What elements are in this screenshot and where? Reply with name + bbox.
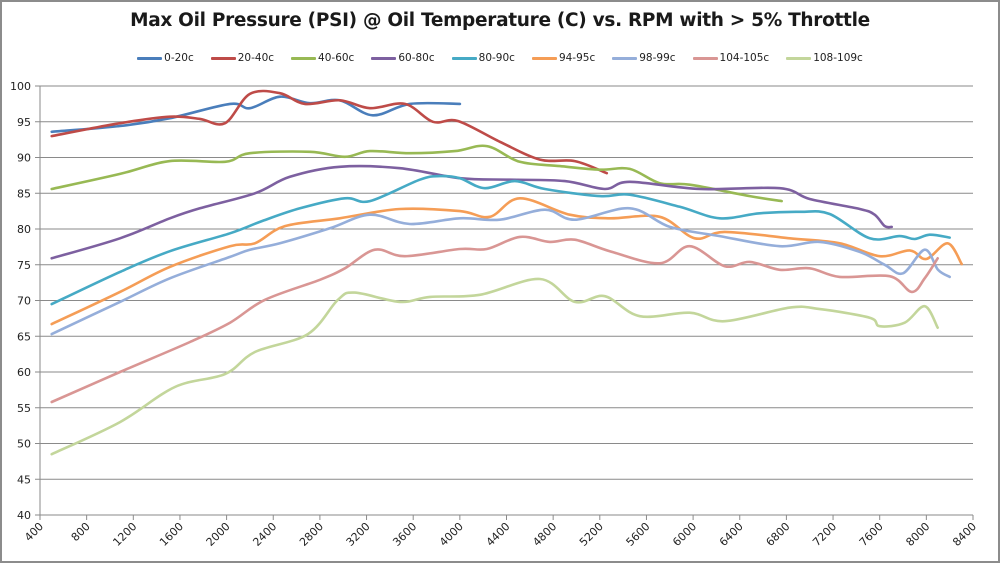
legend-label: 0-20c xyxy=(164,52,194,64)
x-tick-label: 1200 xyxy=(110,520,139,549)
y-tick-label: 85 xyxy=(17,187,31,200)
legend-swatch xyxy=(692,56,718,60)
x-tick-label: 400 xyxy=(22,520,46,544)
y-tick-label: 70 xyxy=(17,295,31,308)
legend-swatch xyxy=(451,56,477,60)
y-tick-label: 95 xyxy=(17,116,31,129)
x-tick-label: 3600 xyxy=(390,520,419,549)
legend-label: 98-99c xyxy=(639,52,676,64)
x-tick-label: 1600 xyxy=(157,520,186,549)
y-tick-label: 60 xyxy=(17,366,31,379)
x-tick-label: 4800 xyxy=(530,520,559,549)
legend-label: 108-109c xyxy=(813,52,863,64)
legend-item: 20-40c xyxy=(210,52,275,64)
series-line-108-109c xyxy=(50,277,939,456)
legend-swatch xyxy=(371,56,397,60)
legend-item: 98-99c xyxy=(612,52,676,64)
legend-swatch xyxy=(612,56,638,60)
legend-swatch xyxy=(291,56,317,60)
x-tick-label: 6400 xyxy=(717,520,746,549)
legend-item: 94-95c xyxy=(531,52,596,64)
series-line-98-99c xyxy=(50,206,951,336)
x-tick-label: 4000 xyxy=(437,520,466,549)
y-tick-label: 65 xyxy=(17,330,31,343)
x-tick-label: 5600 xyxy=(624,520,653,549)
x-tick-label: 6800 xyxy=(764,520,793,549)
x-tick-label: 8000 xyxy=(903,520,932,549)
x-tick-label: 8400 xyxy=(950,520,979,549)
legend-item: 60-80c xyxy=(371,52,435,64)
legend-swatch xyxy=(786,56,812,60)
legend-label: 104-105c xyxy=(719,52,770,64)
y-tick-label: 75 xyxy=(17,259,31,272)
series-lines xyxy=(50,89,963,456)
series-line-20-40c xyxy=(50,89,609,175)
x-tick-label: 7200 xyxy=(810,520,839,549)
y-tick-label: 45 xyxy=(17,473,31,486)
legend-label: 40-60c xyxy=(318,52,355,64)
legend-item: 40-60c xyxy=(291,52,354,64)
legend-swatch xyxy=(531,56,557,60)
x-tick-label: 5200 xyxy=(577,520,606,549)
x-tick-label: 2400 xyxy=(250,520,279,549)
legend-item: 0-20c xyxy=(137,52,194,64)
legend-label: 94-95c xyxy=(558,52,596,64)
series-line-0-20c xyxy=(50,95,462,134)
y-axis-ticks: 40 45 50 55 60 65 70 75 80 85 90 95 100 xyxy=(10,80,40,522)
series-line-40-60c xyxy=(50,144,783,203)
legend-label: 80-90c xyxy=(478,52,515,64)
x-axis-ticks: 400 800 1200 1600 2000 2400 2800 3200 3600 4000 44… xyxy=(22,515,979,549)
legend-swatch xyxy=(210,56,236,60)
y-tick-label: 55 xyxy=(17,402,31,415)
legend-item: 80-90c xyxy=(451,52,515,64)
x-tick-label: 2000 xyxy=(204,520,233,549)
legend-item: 108-109c xyxy=(786,52,863,64)
x-tick-label: 800 xyxy=(69,520,93,544)
series-line-94-95c xyxy=(50,196,963,326)
y-tick-label: 90 xyxy=(17,152,31,165)
legend-item: 104-105c xyxy=(692,52,770,64)
series-line-60-80c xyxy=(50,164,893,260)
x-tick-label: 7600 xyxy=(857,520,886,549)
x-tick-label: 3200 xyxy=(344,520,373,549)
series-line-104-105c xyxy=(50,235,939,404)
y-tick-label: 80 xyxy=(17,223,31,236)
series-line-80-90c xyxy=(50,174,951,306)
y-tick-label: 50 xyxy=(17,438,31,451)
legend-label: 60-80c xyxy=(398,52,435,64)
x-tick-label: 4400 xyxy=(484,520,513,549)
y-tick-label: 100 xyxy=(10,80,31,93)
x-tick-label: 6000 xyxy=(670,520,699,549)
legend-label: 20-40c xyxy=(237,52,275,64)
legend-swatch xyxy=(137,56,163,60)
chart-legend: 0-20c 20-40c 40-60c 60-80c 80-90c 94-95c 98-99… xyxy=(0,52,1000,64)
chart-title: Max Oil Pressure (PSI) @ Oil Temperature… xyxy=(130,10,870,31)
gridlines xyxy=(40,85,973,480)
y-tick-label: 40 xyxy=(17,509,31,522)
x-tick-label: 2800 xyxy=(297,520,326,549)
